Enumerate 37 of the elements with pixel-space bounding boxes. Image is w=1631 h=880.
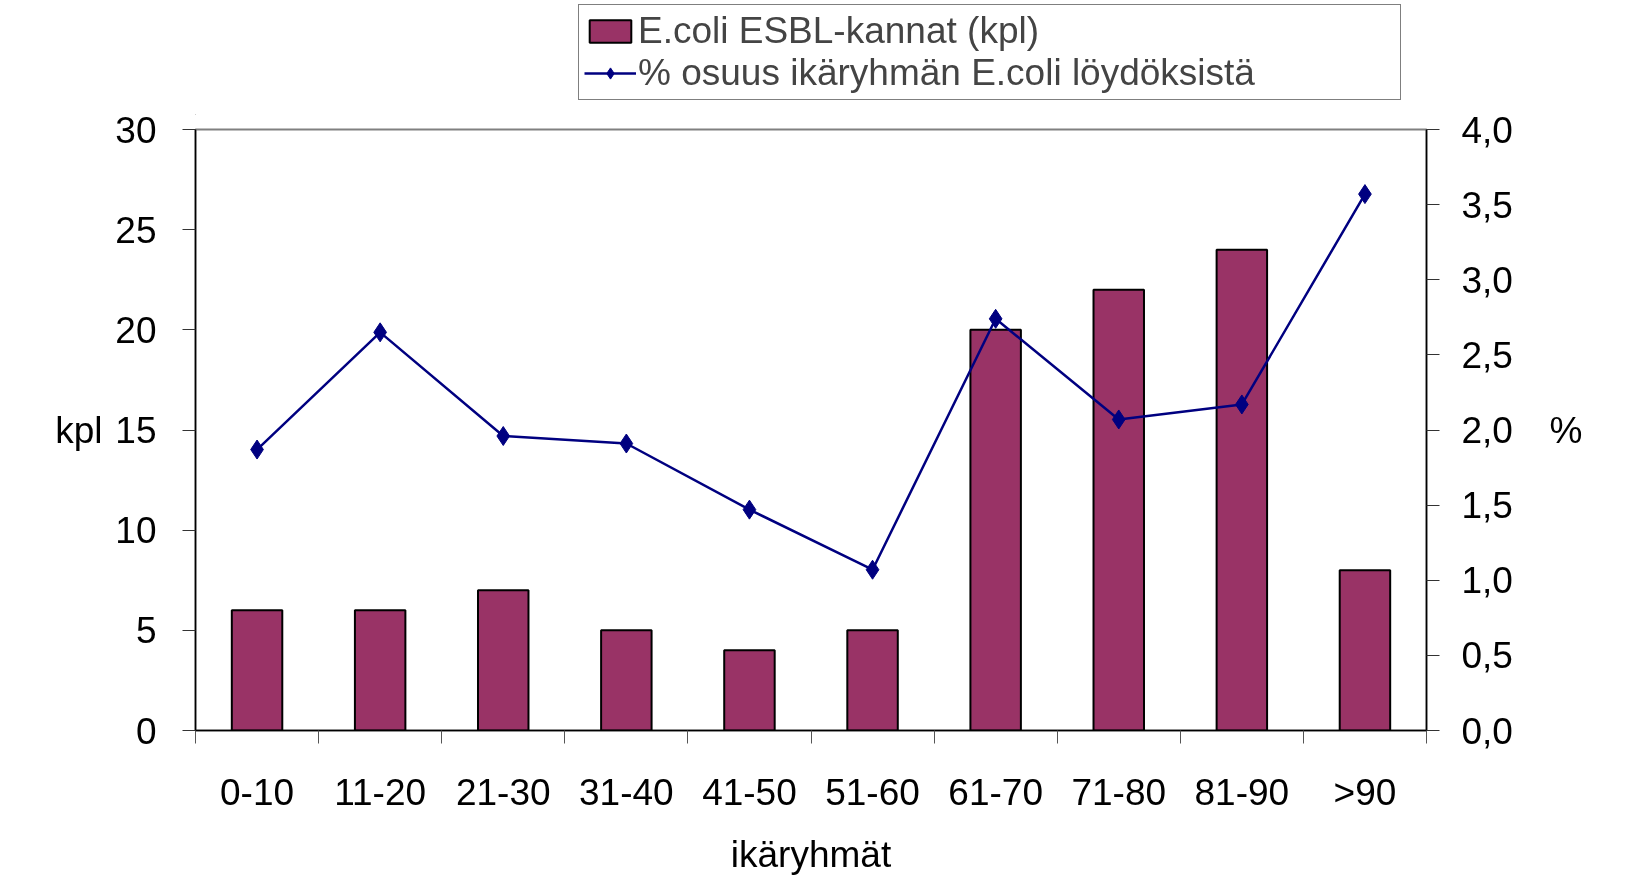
x-tick-label: 0-10 [220, 771, 295, 813]
x-axis-title: ikäryhmät [730, 833, 892, 875]
y2-tick-label: 4,0 [1461, 109, 1513, 151]
point [1111, 409, 1126, 430]
x-tick-label: 31-40 [579, 771, 674, 813]
x-tick-label: 61-70 [948, 771, 1043, 813]
y-tick-label: 5 [135, 610, 157, 652]
point [988, 308, 1003, 329]
x-tick-label: 41-50 [702, 771, 797, 813]
y2-tick-label: 3,0 [1461, 259, 1513, 301]
y-tick-label: 15 [115, 410, 157, 451]
y2-tick-label: 0,0 [1461, 710, 1513, 752]
x-tick-label: 21-30 [455, 771, 551, 813]
x-tick-label: 81-90 [1194, 771, 1290, 813]
legend-label: % osuus ikäryhmän E.coli löydöksistä [638, 52, 1256, 94]
y2-tick-label: 2,5 [1461, 334, 1513, 376]
y2-tick-label: 0,5 [1461, 635, 1513, 677]
y-tick-label: 20 [115, 309, 157, 351]
x-tick-label: >90 [1333, 771, 1397, 813]
x-tick-label: 11-20 [334, 771, 427, 813]
y2-axis-title: % [1549, 409, 1583, 451]
point [742, 499, 757, 520]
y2-tick-label: 2,0 [1461, 410, 1513, 451]
y2-tick-label: 1,0 [1461, 560, 1513, 602]
y-tick-label: 10 [115, 510, 157, 552]
y-tick-label: 30 [115, 109, 157, 151]
y-tick-label: 25 [115, 209, 157, 251]
y2-tick-label: 3,5 [1461, 184, 1513, 226]
y2-tick-label: 1,5 [1461, 485, 1513, 527]
point [619, 433, 634, 454]
x-tick-label: 51-60 [825, 771, 920, 813]
y-axis-title: kpl [55, 409, 103, 451]
x-tick-label: 71-80 [1071, 771, 1167, 813]
point [865, 559, 880, 580]
y-tick-label: 0 [135, 710, 157, 752]
point [496, 426, 511, 447]
legend-label: E.coli ESBL-kannat (kpl) [638, 10, 1040, 52]
